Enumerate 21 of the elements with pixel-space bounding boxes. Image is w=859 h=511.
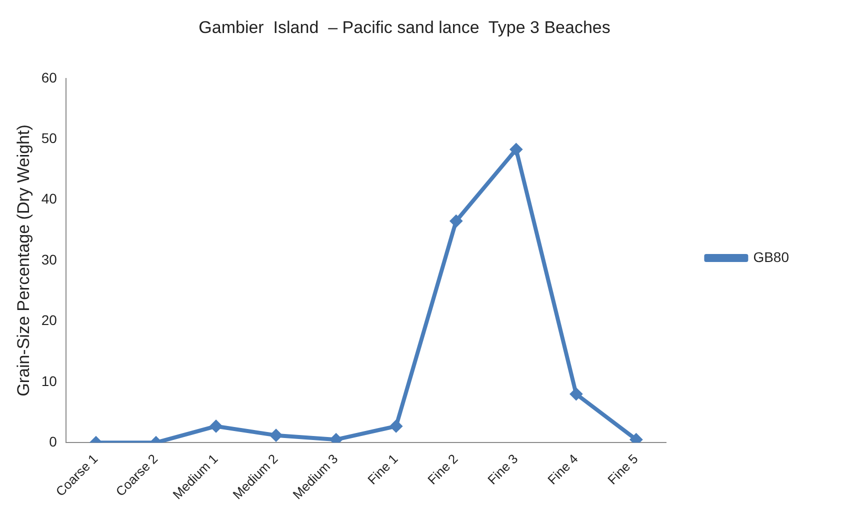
x-tick-label: Fine 4	[544, 451, 581, 488]
point	[570, 388, 583, 401]
y-tick-label: 20	[41, 312, 58, 328]
point	[390, 420, 403, 433]
x-tick-label: Fine 1	[364, 451, 401, 488]
y-tick-label: 30	[41, 251, 58, 268]
legend-label: GB80	[753, 248, 790, 265]
point	[270, 428, 283, 442]
y-tick-label: 40	[41, 190, 58, 207]
x-tick-label: Fine 2	[424, 451, 461, 488]
chart-title: Gambier Island – Pacific sand lance Type 3 Beaches	[198, 18, 610, 37]
point	[450, 214, 463, 228]
x-tick-label: Fine 3	[484, 451, 521, 488]
y-axis-title: Grain-Size Percentage (Dry Weight)	[14, 124, 33, 396]
point	[510, 142, 523, 156]
y-tick-label: 60	[41, 69, 58, 86]
x-tick-label: Fine 5	[604, 451, 641, 488]
point	[210, 420, 223, 433]
y-tick-label: 0	[49, 433, 58, 450]
y-tick-label: 10	[41, 372, 58, 389]
y-tick-label: 50	[41, 130, 58, 146]
